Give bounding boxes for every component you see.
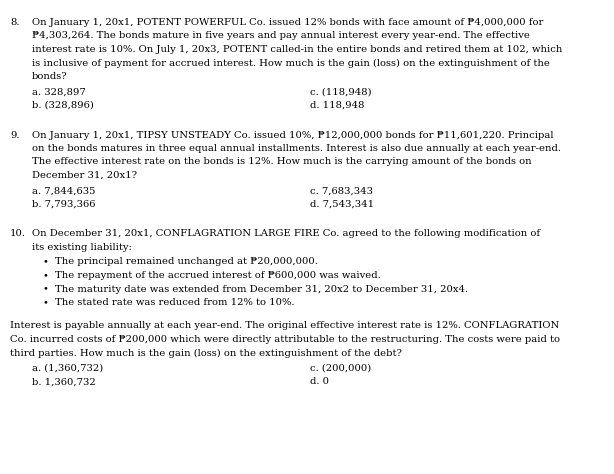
- Text: The stated rate was reduced from 12% to 10%.: The stated rate was reduced from 12% to …: [55, 298, 295, 307]
- Text: On January 1, 20x1, TIPSY UNSTEADY Co. issued 10%, ₱12,000,000 bonds for ₱11,601: On January 1, 20x1, TIPSY UNSTEADY Co. i…: [32, 130, 553, 139]
- Text: interest rate is 10%. On July 1, 20x3, POTENT called-in the entire bonds and ret: interest rate is 10%. On July 1, 20x3, P…: [32, 45, 562, 54]
- Text: December 31, 20x1?: December 31, 20x1?: [32, 171, 137, 180]
- Text: On January 1, 20x1, POTENT POWERFUL Co. issued 12% bonds with face amount of ₱4,: On January 1, 20x1, POTENT POWERFUL Co. …: [32, 18, 543, 27]
- Text: •: •: [42, 257, 48, 266]
- Text: •: •: [42, 284, 48, 293]
- Text: Interest is payable annually at each year-end. The original effective interest r: Interest is payable annually at each yea…: [10, 321, 559, 330]
- Text: a. (1,360,732): a. (1,360,732): [32, 364, 103, 373]
- Text: b. 7,793,366: b. 7,793,366: [32, 200, 96, 209]
- Text: 8.: 8.: [10, 18, 20, 27]
- Text: The maturity date was extended from December 31, 20x2 to December 31, 20x4.: The maturity date was extended from Dece…: [55, 284, 468, 293]
- Text: c. (200,000): c. (200,000): [310, 364, 371, 373]
- Text: bonds?: bonds?: [32, 72, 68, 81]
- Text: On December 31, 20x1, CONFLAGRATION LARGE FIRE Co. agreed to the following modif: On December 31, 20x1, CONFLAGRATION LARG…: [32, 229, 540, 238]
- Text: is inclusive of payment for accrued interest. How much is the gain (loss) on the: is inclusive of payment for accrued inte…: [32, 58, 550, 68]
- Text: third parties. How much is the gain (loss) on the extinguishment of the debt?: third parties. How much is the gain (los…: [10, 348, 402, 357]
- Text: d. 0: d. 0: [310, 377, 329, 386]
- Text: 10.: 10.: [10, 229, 26, 238]
- Text: on the bonds matures in three equal annual installments. Interest is also due an: on the bonds matures in three equal annu…: [32, 144, 561, 153]
- Text: a. 7,844,635: a. 7,844,635: [32, 186, 96, 195]
- Text: d. 118,948: d. 118,948: [310, 101, 365, 110]
- Text: •: •: [42, 298, 48, 307]
- Text: b. (328,896): b. (328,896): [32, 101, 94, 110]
- Text: The principal remained unchanged at ₱20,000,000.: The principal remained unchanged at ₱20,…: [55, 257, 318, 266]
- Text: a. 328,897: a. 328,897: [32, 88, 86, 97]
- Text: c. 7,683,343: c. 7,683,343: [310, 186, 373, 195]
- Text: •: •: [42, 271, 48, 280]
- Text: b. 1,360,732: b. 1,360,732: [32, 377, 96, 386]
- Text: The repayment of the accrued interest of ₱600,000 was waived.: The repayment of the accrued interest of…: [55, 271, 381, 280]
- Text: its existing liability:: its existing liability:: [32, 243, 132, 252]
- Text: 9.: 9.: [10, 130, 20, 139]
- Text: The effective interest rate on the bonds is 12%. How much is the carrying amount: The effective interest rate on the bonds…: [32, 157, 532, 166]
- Text: c. (118,948): c. (118,948): [310, 88, 371, 97]
- Text: ₱4,303,264. The bonds mature in five years and pay annual interest every year-en: ₱4,303,264. The bonds mature in five yea…: [32, 31, 530, 40]
- Text: d. 7,543,341: d. 7,543,341: [310, 200, 374, 209]
- Text: Co. incurred costs of ₱200,000 which were directly attributable to the restructu: Co. incurred costs of ₱200,000 which wer…: [10, 335, 560, 344]
